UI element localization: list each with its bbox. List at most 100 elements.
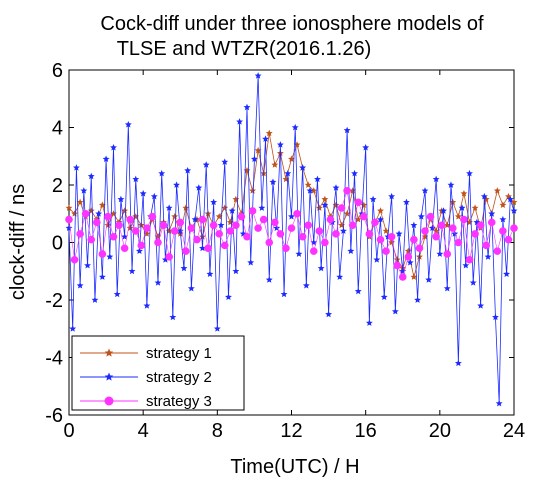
data-point: [191, 215, 199, 223]
data-point: [299, 164, 307, 171]
data-point: [225, 293, 232, 301]
data-point: [202, 161, 210, 168]
data-point: [377, 207, 384, 214]
data-point: [440, 207, 447, 214]
x-tick-label: 0: [63, 420, 74, 442]
data-point: [336, 273, 344, 280]
data-point: [213, 325, 221, 332]
data-point: [414, 296, 422, 303]
data-point: [115, 221, 123, 230]
data-point: [410, 235, 418, 244]
data-point: [154, 279, 162, 286]
data-point: [180, 264, 188, 272]
data-point: [221, 158, 229, 165]
data-point: [399, 267, 407, 275]
data-point: [143, 224, 151, 232]
data-point: [495, 399, 503, 407]
data-point: [276, 141, 284, 148]
data-point: [310, 187, 318, 194]
y-tick-label: 6: [52, 60, 63, 82]
data-point: [143, 230, 151, 237]
data-point: [354, 287, 362, 295]
data-point: [398, 273, 407, 281]
data-point: [410, 221, 418, 229]
data-point: [249, 187, 256, 194]
data-point: [87, 172, 95, 180]
data-point: [293, 141, 301, 148]
x-tick-label: 16: [355, 420, 377, 442]
data-point: [137, 241, 146, 250]
data-point: [354, 198, 363, 207]
data-point: [365, 319, 373, 326]
data-point: [421, 187, 429, 194]
data-point: [510, 224, 518, 232]
data-point: [476, 221, 485, 230]
data-point: [259, 215, 268, 224]
series-2: [65, 72, 518, 407]
data-point: [510, 198, 518, 206]
data-point: [304, 181, 312, 188]
data-point: [499, 215, 507, 223]
data-point: [215, 213, 223, 220]
data-point: [371, 218, 379, 227]
data-point: [169, 313, 177, 321]
data-point: [76, 230, 84, 238]
data-point: [182, 204, 190, 211]
data-point: [443, 284, 451, 292]
data-point: [432, 227, 440, 234]
data-point: [76, 282, 84, 289]
data-point: [80, 187, 88, 194]
data-point: [391, 307, 399, 315]
data-point: [226, 218, 234, 226]
data-point: [304, 221, 312, 230]
data-point: [460, 190, 468, 197]
data-point: [71, 210, 78, 217]
data-point: [332, 184, 340, 191]
data-point: [395, 230, 403, 237]
data-point: [487, 218, 496, 227]
data-point: [210, 198, 218, 206]
data-point: [247, 259, 255, 266]
data-point: [343, 210, 351, 217]
data-point: [325, 310, 333, 318]
data-point: [377, 215, 384, 223]
data-point: [471, 230, 479, 238]
data-point: [193, 235, 201, 244]
data-point: [159, 221, 168, 230]
data-point: [187, 284, 195, 292]
data-point: [493, 187, 501, 194]
data-point: [382, 247, 390, 255]
data-point: [426, 212, 435, 221]
data-point: [254, 224, 262, 232]
data-point: [182, 247, 190, 255]
data-point: [70, 255, 79, 264]
data-point: [404, 253, 413, 261]
data-point: [287, 224, 296, 232]
data-point: [136, 247, 143, 255]
data-point: [466, 169, 473, 177]
data-point: [98, 273, 106, 280]
series-3: [65, 186, 518, 281]
data-point: [406, 259, 414, 266]
data-point: [436, 250, 444, 257]
data-point: [447, 181, 455, 188]
data-point: [349, 187, 357, 194]
data-point: [269, 178, 277, 186]
data-point: [362, 144, 370, 151]
data-point: [84, 261, 91, 269]
legend-marker: [104, 372, 114, 381]
data-point: [417, 213, 425, 220]
data-point: [265, 276, 273, 283]
data-point: [437, 221, 446, 230]
data-point: [493, 247, 502, 255]
data-point: [460, 215, 468, 224]
data-point: [128, 267, 136, 275]
data-point: [393, 256, 401, 263]
data-point: [339, 227, 347, 234]
data-point: [206, 270, 214, 278]
data-point: [158, 169, 166, 177]
data-point: [226, 227, 235, 235]
data-point: [65, 204, 73, 211]
data-point: [369, 195, 377, 203]
